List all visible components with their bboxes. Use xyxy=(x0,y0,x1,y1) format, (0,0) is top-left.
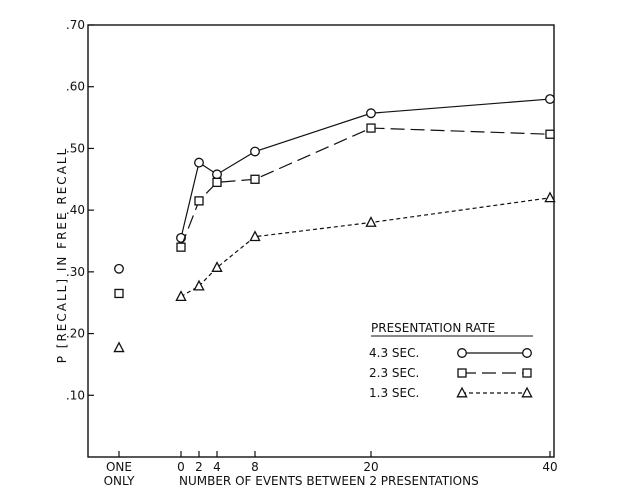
data-point xyxy=(175,290,187,301)
x-tick-label: 8 xyxy=(251,460,259,474)
x-tick-label: 0 xyxy=(177,460,185,474)
data-point xyxy=(194,196,204,206)
series-line xyxy=(180,98,551,239)
data-point xyxy=(194,157,204,168)
y-tick-label: .10 xyxy=(66,388,85,402)
x-tick-label: 20 xyxy=(363,460,378,474)
series-layer xyxy=(113,94,556,353)
legend-label: 4.3 SEC. xyxy=(369,346,419,360)
y-axis-label: P [RECALL] IN FREE RECALL xyxy=(55,147,69,364)
x-tick-label: 40 xyxy=(542,460,557,474)
data-point xyxy=(176,242,186,252)
y-tick-label: .50 xyxy=(66,141,85,155)
data-point xyxy=(365,216,377,227)
data-point xyxy=(250,146,260,157)
y-tick-label: .60 xyxy=(66,80,85,94)
data-point xyxy=(545,129,555,139)
legend-marker xyxy=(522,348,532,358)
series-line xyxy=(180,197,551,298)
series-square xyxy=(114,123,555,299)
one-only-label-line2: ONLY xyxy=(104,474,136,488)
data-point xyxy=(211,261,223,272)
one-only-point xyxy=(114,263,124,274)
series-line xyxy=(180,127,551,248)
y-tick-label: .30 xyxy=(66,265,85,279)
x-tick-label: 4 xyxy=(213,460,221,474)
y-tick-label: .70 xyxy=(66,18,85,32)
legend-marker xyxy=(521,386,533,398)
data-point xyxy=(193,279,205,291)
x-ticks: 0 2 4 8 20 40 xyxy=(118,451,558,474)
x-axis-label: NUMBER OF EVENTS BETWEEN 2 PRESENTATIONS xyxy=(179,474,479,488)
x-tick-label: 2 xyxy=(195,460,203,474)
legend-title: PRESENTATION RATE xyxy=(371,321,495,335)
data-point xyxy=(250,174,260,184)
y-ticks: .10 .20 .30 .40 .50 .60 .70 xyxy=(66,18,94,402)
one-only-label-line1: ONE xyxy=(106,460,132,474)
data-point xyxy=(544,191,556,203)
legend: PRESENTATION RATE 4.3 SEC. 2.3 SEC. 1.3 SE… xyxy=(369,321,533,400)
one-only-point xyxy=(113,341,125,353)
series-circle xyxy=(114,94,555,274)
legend-marker xyxy=(456,386,468,398)
data-point xyxy=(249,230,261,242)
legend-marker xyxy=(457,348,467,358)
one-only-point xyxy=(114,288,124,299)
legend-label: 2.3 SEC. xyxy=(369,366,419,380)
legend-marker xyxy=(457,368,467,378)
y-tick-label: .20 xyxy=(66,327,85,341)
data-point xyxy=(212,177,222,188)
data-point xyxy=(212,169,222,180)
legend-marker xyxy=(522,368,532,378)
data-point xyxy=(545,94,555,105)
y-tick-label: .40 xyxy=(66,203,85,217)
series-triangle xyxy=(113,191,556,353)
data-point xyxy=(366,108,376,119)
plot-frame xyxy=(87,24,555,458)
legend-label: 1.3 SEC. xyxy=(369,386,419,400)
data-point xyxy=(366,123,376,133)
